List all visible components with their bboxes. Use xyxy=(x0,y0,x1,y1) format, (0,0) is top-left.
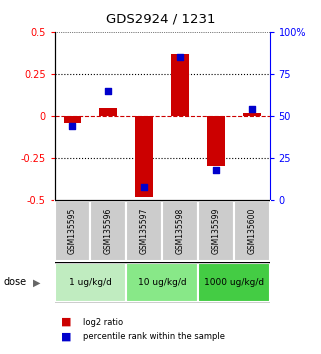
Text: GSM135597: GSM135597 xyxy=(140,208,149,254)
Text: percentile rank within the sample: percentile rank within the sample xyxy=(83,332,225,341)
Text: GSM135596: GSM135596 xyxy=(104,208,113,254)
FancyBboxPatch shape xyxy=(162,201,198,261)
Bar xyxy=(207,116,225,166)
Text: 10 ug/kg/d: 10 ug/kg/d xyxy=(138,278,187,287)
Text: ▶: ▶ xyxy=(33,277,41,287)
Text: log2 ratio: log2 ratio xyxy=(83,318,124,327)
FancyBboxPatch shape xyxy=(198,263,270,302)
Text: 1 ug/kg/d: 1 ug/kg/d xyxy=(69,278,112,287)
Text: GSM135598: GSM135598 xyxy=(176,208,185,254)
Bar xyxy=(135,116,153,197)
FancyBboxPatch shape xyxy=(91,201,126,261)
Point xyxy=(213,167,219,173)
Point xyxy=(249,106,254,112)
Text: GDS2924 / 1231: GDS2924 / 1231 xyxy=(106,12,215,25)
Bar xyxy=(243,113,261,116)
Point xyxy=(70,123,75,129)
Text: ■: ■ xyxy=(61,331,72,341)
Text: ■: ■ xyxy=(61,317,72,327)
Text: GSM135595: GSM135595 xyxy=(68,208,77,254)
FancyBboxPatch shape xyxy=(126,201,162,261)
Point xyxy=(178,54,183,60)
FancyBboxPatch shape xyxy=(126,263,198,302)
Point xyxy=(106,88,111,93)
Text: GSM135600: GSM135600 xyxy=(247,208,256,254)
Text: 1000 ug/kg/d: 1000 ug/kg/d xyxy=(204,278,264,287)
FancyBboxPatch shape xyxy=(55,263,126,302)
Bar xyxy=(171,54,189,116)
FancyBboxPatch shape xyxy=(55,201,91,261)
FancyBboxPatch shape xyxy=(198,201,234,261)
Point xyxy=(142,184,147,189)
FancyBboxPatch shape xyxy=(234,201,270,261)
Text: dose: dose xyxy=(3,277,26,287)
Bar xyxy=(100,108,117,116)
Text: GSM135599: GSM135599 xyxy=(211,208,221,254)
Bar xyxy=(64,116,82,123)
